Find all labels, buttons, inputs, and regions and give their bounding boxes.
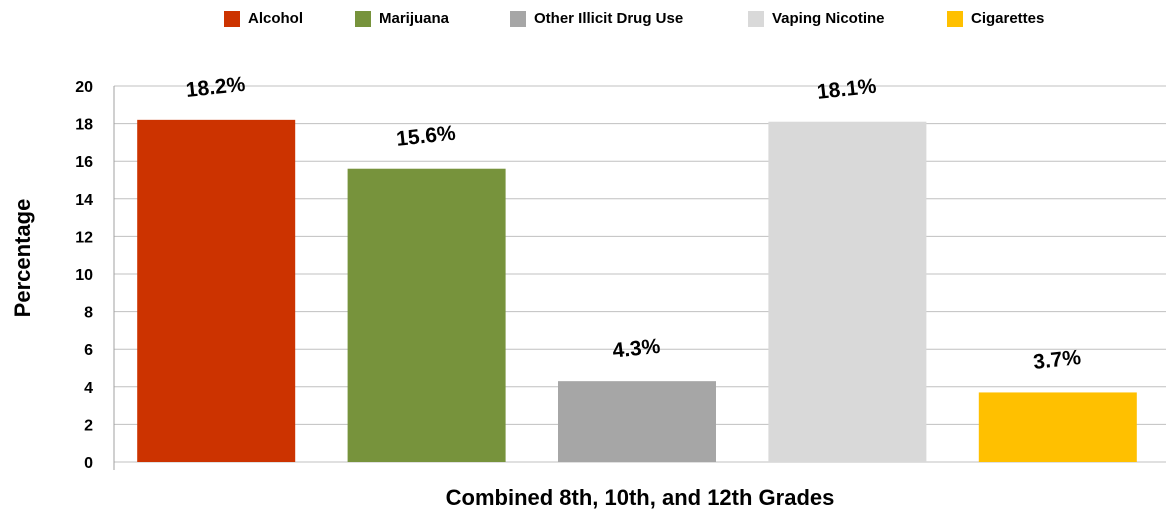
- y-tick-label: 4: [84, 380, 93, 397]
- legend-label: Vaping Nicotine: [772, 10, 885, 27]
- y-tick-label: 6: [84, 342, 93, 359]
- bars: [137, 119, 1137, 462]
- legend-label: Cigarettes: [971, 10, 1044, 27]
- y-tick-label: 18: [75, 117, 93, 134]
- y-tick-label: 14: [75, 192, 93, 209]
- y-axis-title: Percentage: [10, 199, 35, 318]
- legend-label: Marijuana: [379, 10, 450, 27]
- bar-other-illicit-drug-use: [558, 381, 716, 462]
- data-label: 18.2%: [185, 73, 247, 102]
- data-label: 4.3%: [611, 335, 661, 363]
- legend-swatch: [224, 11, 240, 27]
- legend-swatch: [748, 11, 764, 27]
- data-label: 3.7%: [1032, 346, 1082, 374]
- y-tick-label: 16: [75, 154, 93, 171]
- data-labels: 18.2% 15.6% 4.3% 18.1% 3.7%: [185, 73, 1083, 374]
- legend-label: Alcohol: [248, 10, 303, 27]
- data-label: 15.6%: [395, 122, 457, 151]
- bar-vaping-nicotine: [768, 121, 927, 462]
- x-axis-title: Combined 8th, 10th, and 12th Grades: [446, 485, 835, 510]
- bar-alcohol: [137, 119, 296, 462]
- y-axis-ticks: 0 2 4 6 8 10 12 14 16 18 20: [75, 79, 93, 472]
- legend-label: Other Illicit Drug Use: [534, 10, 683, 27]
- legend-swatch: [355, 11, 371, 27]
- y-tick-label: 8: [84, 305, 93, 322]
- y-tick-label: 12: [75, 229, 93, 246]
- bar-marijuana: [347, 168, 506, 462]
- bar-cigarettes: [978, 392, 1137, 462]
- legend-swatch: [510, 11, 526, 27]
- y-tick-label: 2: [84, 417, 93, 434]
- y-tick-label: 0: [84, 455, 93, 472]
- y-tick-label: 10: [75, 267, 93, 284]
- data-label: 18.1%: [816, 75, 878, 104]
- legend: Alcohol Marijuana Other Illicit Drug Use Va…: [224, 10, 1044, 27]
- legend-swatch: [947, 11, 963, 27]
- y-tick-label: 20: [75, 79, 93, 96]
